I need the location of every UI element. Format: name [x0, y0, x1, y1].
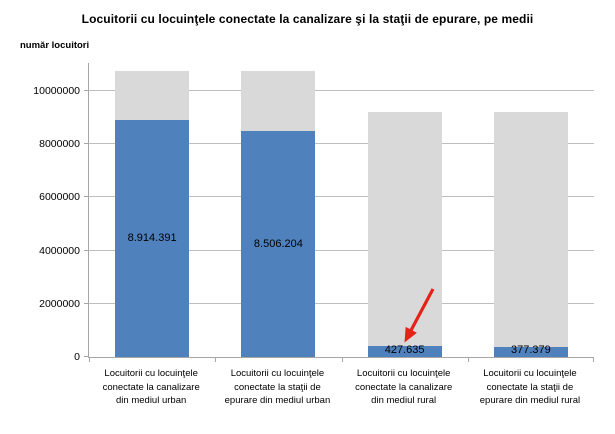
bar-data-label: 8.914.391: [127, 232, 177, 245]
y-tick-mark: [84, 302, 88, 304]
category-label: Locuitorii cu locuinţele conectate la sta…: [467, 367, 593, 408]
y-tick-mark: [84, 143, 88, 145]
y-tick-label: 4000000: [39, 244, 80, 257]
bar-data-label: 8.506.204: [253, 237, 303, 250]
bar-locuitori-conectati: [241, 130, 316, 357]
category-label-line: epurare din mediul urban: [224, 395, 331, 406]
category-label-line: Locuitorii cu locuinţele: [230, 368, 325, 379]
y-tick-label: 6000000: [39, 191, 80, 204]
y-tick-label: 0: [74, 351, 80, 363]
bar-locuitori-conectati: [367, 345, 442, 357]
category-label: Locuitorii cu locuinţele conectate la can…: [341, 367, 467, 408]
bar-locuitori-conectati: [115, 119, 190, 357]
y-tick-mark: [84, 89, 88, 91]
y-tick-label: 8000000: [39, 138, 80, 151]
category-label-line: conectate la canalizare: [102, 381, 200, 393]
gridline: [89, 249, 594, 251]
category-label-line: din mediul urban: [116, 395, 187, 406]
gridline: [89, 143, 594, 145]
x-tick-mark: [215, 358, 217, 362]
y-tick-label: 2000000: [39, 297, 80, 310]
x-tick-mark: [467, 358, 469, 362]
chart-title: Locuitorii cu locuinţele conectate la ca…: [81, 12, 534, 26]
category-label-line: epurare din mediul rural: [479, 395, 581, 406]
plot-area: 8.914.391 8.506.204 427.635 377.379: [84, 63, 594, 362]
category-label: Locuitorii cu locuinţele conectate la can…: [88, 367, 214, 408]
y-axis-unit-label: număr locuitori: [20, 40, 90, 51]
bar-data-label: 377.379: [511, 344, 551, 356]
x-axis-category-labels: Locuitorii cu locuinţele conectate la can…: [88, 367, 593, 411]
category-label-line: Locuitorii cu locuinţele: [356, 368, 451, 379]
category-label-line: Locuitorii cu locuinţele: [104, 368, 198, 379]
y-tick-mark: [84, 249, 88, 251]
x-tick-mark: [89, 358, 90, 362]
gridline: [89, 196, 594, 198]
x-tick-mark: [341, 358, 343, 362]
bar-total-populatie-fundal: [367, 112, 442, 357]
category-label-line: Locuitorii cu locuinţele: [483, 368, 577, 379]
y-axis: 0 2000000 4000000 6000000 8000000 10000000: [0, 63, 80, 363]
y-tick-label: 10000000: [33, 84, 80, 97]
y-tick-mark: [84, 196, 88, 198]
category-label-line: conectate la staţii de: [234, 381, 321, 393]
gridline: [89, 89, 594, 91]
category-label-line: conectate la canalizare: [355, 381, 453, 393]
red-arrow-annotation: [404, 288, 435, 343]
category-label-line: din mediul rural: [371, 395, 437, 406]
bar-locuitori-conectati: [493, 347, 568, 357]
category-label: Locuitorii cu locuinţele conectate la sta…: [214, 367, 340, 408]
category-label-line: conectate la staţii de: [486, 381, 574, 393]
y-tick-mark: [84, 356, 88, 357]
gridline: [89, 302, 594, 304]
bar-total-populatie-fundal: [493, 112, 568, 357]
bar-data-label: 427.635: [384, 344, 425, 356]
arrow-shaft: [404, 288, 435, 343]
x-tick-mark: [593, 358, 594, 362]
